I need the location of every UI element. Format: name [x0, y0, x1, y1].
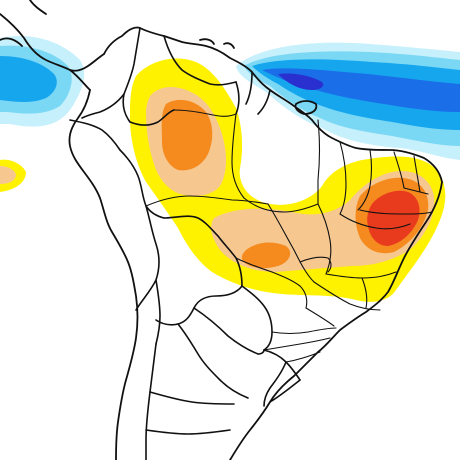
panama [69, 53, 105, 72]
neg-west-strong [0, 56, 57, 102]
guyana-borders [235, 71, 271, 115]
south-states [263, 337, 331, 363]
pos-core-east [367, 190, 420, 246]
west-coast [68, 89, 139, 460]
colombia-venezuela-border [122, 27, 141, 123]
brazil-east-coast [229, 181, 443, 460]
paraguay-argentina-border [193, 307, 265, 355]
argentina-interior [177, 323, 249, 399]
uruguay-border [263, 361, 301, 407]
northeast-states [359, 151, 433, 215]
marajo-island [294, 100, 318, 115]
venezuela-brazil-border [163, 35, 237, 86]
pos-strong-north [161, 99, 213, 171]
central-america-coast [0, 13, 91, 91]
negative-anomaly-west [0, 36, 85, 127]
chile-bolivia-border [155, 279, 161, 345]
mato-grosso-goias [267, 203, 315, 283]
state-borders [145, 109, 433, 363]
negative-anomaly-atlantic [236, 42, 460, 160]
para-mato-grosso [243, 197, 319, 213]
peru-brazil-border [119, 149, 165, 219]
para-maranhao [317, 119, 321, 205]
tocantins [317, 203, 332, 275]
goias-df [299, 256, 332, 273]
central-america-coast-north [0, 0, 47, 47]
colombia-brazil-border [129, 109, 175, 126]
peru-bolivia-border [135, 205, 160, 311]
chile-argentina-border [145, 343, 157, 460]
minas-gerais [313, 277, 381, 311]
amazonas-rondonia [145, 195, 269, 207]
country-borders [0, 0, 443, 460]
amazon-mouth [311, 119, 443, 183]
bolivia-brazil-border [163, 215, 243, 287]
bolivia-paraguay-border [155, 285, 243, 326]
sao-paulo-parana [271, 307, 337, 335]
north-coast [103, 26, 313, 121]
neg-atl-core [278, 73, 324, 90]
argentina-provinces [145, 391, 235, 435]
positive-anomaly-pacific-mid [0, 166, 16, 184]
piaui-ceara [357, 149, 373, 211]
coast-details [199, 38, 318, 115]
caribbean-islands [199, 38, 235, 49]
paraguay-brazil-border [241, 285, 273, 351]
mato-grosso-sul [235, 257, 308, 309]
roraima [173, 109, 237, 117]
maranhao-piaui [339, 141, 347, 215]
amazonas-para [231, 113, 245, 199]
ecuador-peru-border [69, 119, 121, 151]
pos-strong-central [241, 242, 291, 269]
colombia-peru-border [81, 93, 125, 119]
